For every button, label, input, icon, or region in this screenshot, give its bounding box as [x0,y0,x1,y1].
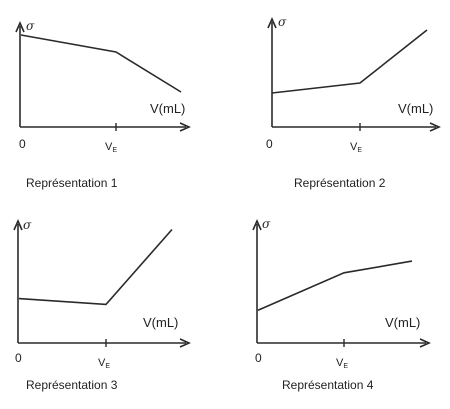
y-axis-arrow [252,219,262,231]
ve-label: VE [105,141,117,154]
conductivity-curve [271,29,428,94]
origin-label: 0 [19,137,26,151]
panel-1: σ V(mL) 0 VE Représentation 1 [15,19,191,190]
ve-label: VE [98,357,110,370]
y-axis-arrow [267,17,277,29]
x-axis-arrow [419,338,431,348]
panel-caption: Représentation 3 [26,378,118,392]
panel-caption: Représentation 4 [282,378,374,392]
x-axis-label: V(mL) [150,101,185,116]
x-axis-label: V(mL) [398,101,433,116]
conductivity-curve [18,228,173,306]
x-axis-label: V(mL) [385,315,420,330]
panel-3: σ V(mL) 0 VE Représentation 3 [13,218,191,392]
panel-4: σ V(mL) 0 VE Représentation 4 [252,217,431,392]
sigma-label: σ [278,15,287,29]
sigma-label: σ [262,217,271,231]
x-axis-arrow [179,122,191,132]
origin-label: 0 [266,137,273,151]
ve-label: VE [350,141,362,154]
origin-label: 0 [15,351,22,365]
ve-label: VE [336,357,348,370]
conductivity-curve [20,34,182,93]
panel-caption: Représentation 2 [294,176,386,190]
origin-label: 0 [255,351,262,365]
sigma-label: σ [26,19,35,33]
y-axis-arrow [13,219,23,231]
panel-2: σ V(mL) 0 VE Représentation 2 [266,15,441,190]
y-axis-arrow [15,21,25,33]
panel-caption: Représentation 1 [26,176,118,190]
conductivity-curve [257,260,413,311]
x-axis-arrow [429,122,441,132]
x-axis-arrow [179,338,191,348]
sigma-label: σ [23,218,32,232]
x-axis-label: V(mL) [143,315,178,330]
